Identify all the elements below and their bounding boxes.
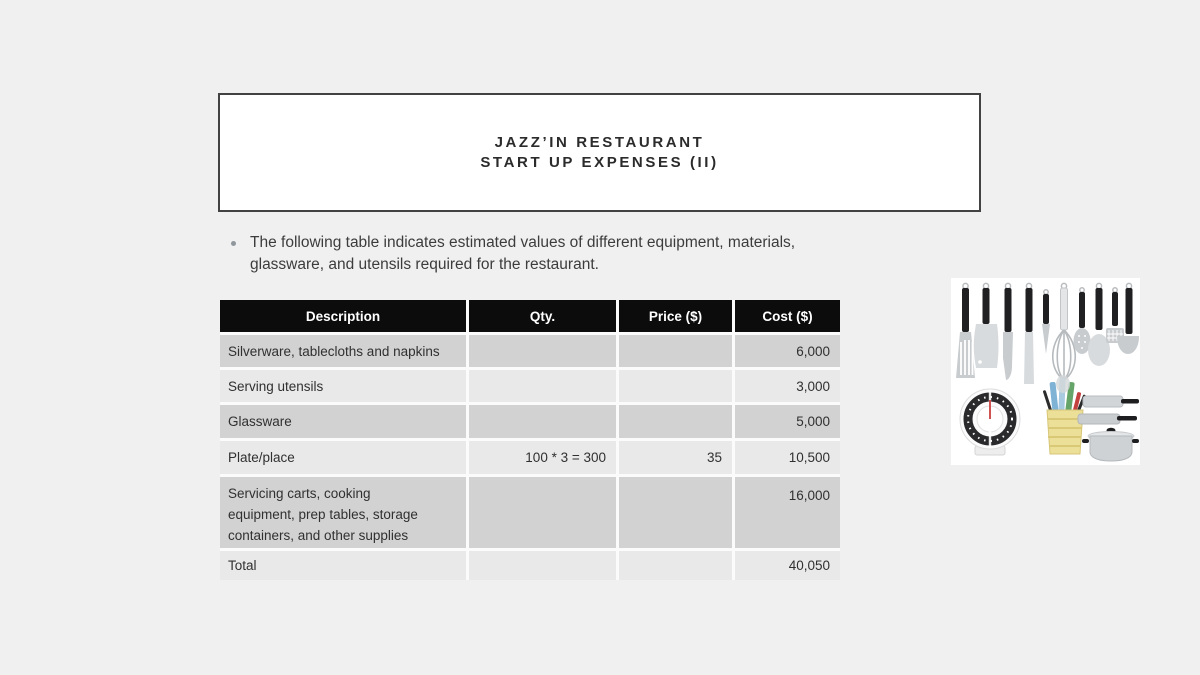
cell-description: Silverware, tablecloths and napkins [220, 335, 466, 367]
ladle-icon [1117, 282, 1139, 354]
cell-cost: 10,500 [735, 441, 840, 474]
bullet-item: The following table indicates estimated … [231, 232, 798, 276]
spatula-icon [956, 282, 975, 378]
col-header-price: Price ($) [619, 300, 732, 332]
slide-title-line2: START UP EXPENSES (II) [480, 153, 719, 171]
col-header-description: Description [220, 300, 466, 332]
col-header-cost: Cost ($) [735, 300, 840, 332]
cell-price [619, 551, 732, 580]
serving-spoon-icon [1088, 282, 1110, 366]
bullet-icon [231, 241, 236, 246]
long-spatula-icon [1024, 282, 1034, 384]
knife-block-icon [1043, 375, 1086, 455]
title-box: JAZZ’IN RESTAURANT START UP EXPENSES (II… [218, 93, 981, 212]
cell-qty [469, 335, 616, 367]
cell-qty [469, 551, 616, 580]
cell-description: Servicing carts, cooking equipment, prep… [220, 477, 466, 548]
cell-qty [469, 405, 616, 438]
slotted-spoon-icon [1073, 287, 1091, 354]
cell-cost: 5,000 [735, 405, 840, 438]
cell-price [619, 477, 732, 548]
cleaver-icon [973, 282, 999, 368]
cell-description: Glassware [220, 405, 466, 438]
cell-cost: 3,000 [735, 370, 840, 402]
cell-cost-total: 40,050 [735, 551, 840, 580]
kitchen-timer-icon [959, 388, 1021, 456]
kitchen-utensils-image [951, 278, 1140, 465]
kitchen-utensils-illustration [951, 278, 1140, 465]
cell-qty: 100 * 3 = 300 [469, 441, 616, 474]
bullet-text: The following table indicates estimated … [250, 234, 796, 273]
cell-price [619, 370, 732, 402]
stock-pot-icon [1082, 427, 1139, 462]
cell-price [619, 405, 732, 438]
cell-qty [469, 477, 616, 548]
cell-cost: 6,000 [735, 335, 840, 367]
cell-description: Plate/place [220, 441, 466, 474]
cell-qty [469, 370, 616, 402]
cell-price: 35 [619, 441, 732, 474]
col-header-qty: Qty. [469, 300, 616, 332]
paring-knife-icon [1042, 289, 1050, 354]
expenses-table: Description Qty. Price ($) Cost ($) Silv… [220, 300, 840, 580]
cell-price [619, 335, 732, 367]
cell-cost: 16,000 [735, 477, 840, 548]
chef-knife-icon [1003, 282, 1013, 380]
slide-title-line1: JAZZ’IN RESTAURANT [494, 133, 705, 151]
frying-pans-icon [1077, 395, 1139, 425]
cell-description: Serving utensils [220, 370, 466, 402]
cell-description-total: Total [220, 551, 466, 580]
